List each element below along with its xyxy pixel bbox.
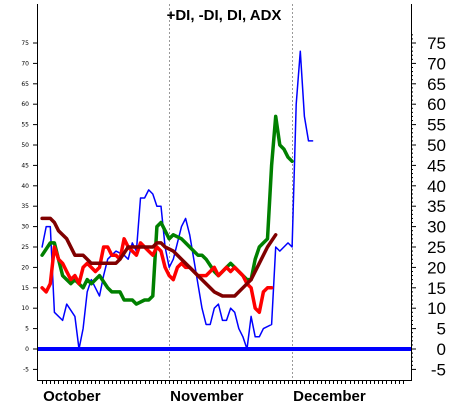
x-ticks: [42, 380, 404, 384]
series-line-3: [40, 237, 274, 315]
y-tick-label-right: 40: [427, 177, 446, 196]
y-tick-label-left: 45: [21, 162, 29, 169]
month-label: October: [43, 388, 101, 405]
y-tick-label-left: 50: [21, 142, 29, 149]
grid-layer: [169, 4, 293, 380]
month-label: December: [293, 388, 366, 405]
y-tick-label-left: 15: [21, 285, 29, 292]
y-tick-label-right: 0: [437, 340, 446, 359]
y-tick-label-left: 35: [21, 203, 29, 210]
y-tick-label-right: 35: [427, 197, 446, 216]
series-line-1: [41, 50, 314, 350]
y-tick-label-right: 60: [427, 95, 446, 114]
y-tick-label-right: 25: [427, 238, 446, 257]
y-tick-label-left: 40: [21, 183, 29, 190]
y-tick-label-right: 45: [427, 156, 446, 175]
y-tick-label-right: -5: [431, 360, 446, 379]
x-axis-labels: October November December: [43, 388, 366, 405]
y-tick-label-left: 70: [21, 60, 29, 67]
series-line-4: [40, 216, 278, 298]
y-tick-label-right: 55: [427, 116, 446, 135]
y-tick-label-left: 10: [21, 305, 29, 312]
y-tick-label-left: 30: [21, 224, 29, 231]
y-tick-label-right: 70: [427, 54, 446, 73]
series-layer: [38, 50, 411, 351]
month-label: November: [170, 388, 244, 405]
y-tick-label-left: 25: [21, 244, 29, 251]
y-tick-label-left: -5: [23, 366, 29, 373]
y-tick-label-left: 65: [21, 81, 29, 88]
y-tick-label-right: 50: [427, 136, 446, 155]
y-tick-label-right: 30: [427, 218, 446, 237]
chart-title: +DI, -DI, DI, ADX: [167, 7, 282, 24]
y-axis-left: -5 0 5 10 15 20 25 30 35 40 45 50 55 60 65 70 75: [21, 40, 37, 373]
y-tick-label-left: 0: [25, 346, 29, 353]
y-tick-label-left: 5: [25, 326, 29, 333]
y-tick-label-right: 20: [427, 258, 446, 277]
y-tick-label-right: 5: [437, 320, 446, 339]
y-tick-label-left: 55: [21, 122, 29, 129]
y-tick-label-right: 75: [427, 34, 446, 53]
y-tick-label-left: 60: [21, 101, 29, 108]
series-line-2: [40, 114, 294, 306]
y-tick-label-right: 10: [427, 299, 446, 318]
y-tick-label-left: 20: [21, 264, 29, 271]
y-tick-label-left: 75: [21, 40, 29, 47]
y-tick-label-right: 65: [427, 75, 446, 94]
y-tick-label-right: 15: [427, 279, 446, 298]
